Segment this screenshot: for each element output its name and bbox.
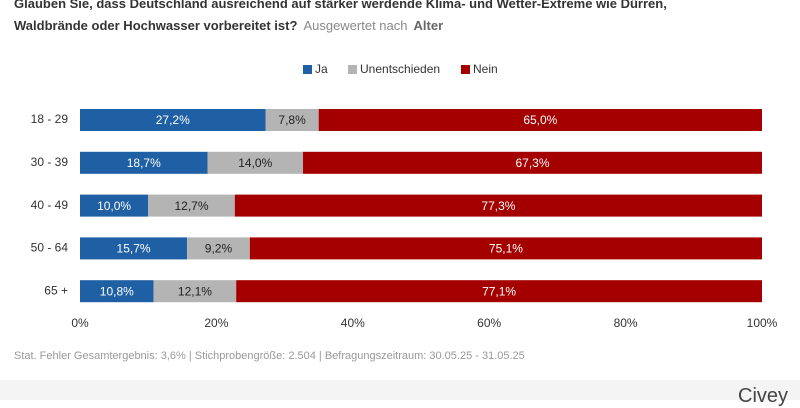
value-label: 9,2%	[205, 242, 233, 256]
brand-logo[interactable]: Civey	[738, 385, 789, 407]
legend-label: Nein	[473, 62, 498, 76]
x-tick-label: 100%	[747, 316, 778, 330]
value-label: 12,1%	[178, 284, 212, 298]
value-label: 10,0%	[97, 199, 131, 213]
value-label: 77,3%	[481, 199, 515, 213]
bar-segment	[236, 280, 763, 303]
bar-segment	[153, 280, 237, 303]
legend-swatch	[348, 65, 357, 74]
bar-segment	[234, 194, 763, 217]
value-label: 7,8%	[278, 113, 306, 127]
value-label: 10,8%	[100, 284, 134, 298]
footnote: Stat. Fehler Gesamtergebnis: 3,6% | Stic…	[14, 350, 525, 362]
chart: Ja Unentschieden Nein 0% 20% 40% 60% 80% 100% 18 …	[31, 62, 778, 330]
y-tick-label: 18 - 29	[31, 112, 69, 126]
filter-value[interactable]: Alter	[413, 18, 444, 33]
bar-segment	[318, 109, 762, 131]
value-label: 18,7%	[127, 156, 161, 170]
bar-segment	[80, 109, 266, 131]
legend-label: Ja	[315, 62, 328, 76]
value-label: 77,1%	[482, 284, 516, 298]
y-tick-label: 30 - 39	[31, 155, 69, 169]
bar-segment	[148, 194, 235, 217]
y-tick-label: 65 +	[44, 283, 68, 297]
x-tick-label: 0%	[71, 316, 89, 330]
value-label: 14,0%	[238, 156, 272, 170]
x-tick-label: 60%	[477, 316, 501, 330]
bar-segment	[187, 237, 250, 260]
bar-segment	[249, 237, 762, 260]
filter-label: Ausgewertet nach	[303, 18, 408, 33]
bar-segment	[80, 151, 208, 174]
legend-label: Unentschieden	[360, 62, 440, 76]
x-tick-label: 80%	[614, 316, 638, 330]
x-tick-label: 20%	[204, 316, 228, 330]
value-label: 15,7%	[117, 242, 151, 256]
y-tick-label: 50 - 64	[31, 241, 69, 255]
bar-segment	[80, 194, 149, 217]
footer-strip	[0, 380, 800, 400]
x-tick-label: 40%	[341, 316, 365, 330]
header: Glauben Sie, dass Deutschland ausreichen…	[14, 0, 734, 37]
value-label: 27,2%	[156, 113, 190, 127]
legend-swatch	[303, 65, 312, 74]
chart-title: Glauben Sie, dass Deutschland ausreichen…	[14, 0, 667, 33]
bar-segment	[265, 109, 319, 131]
value-label: 65,0%	[523, 113, 557, 127]
legend-swatch	[461, 65, 470, 74]
bar-segment	[303, 151, 762, 174]
bar-segment	[80, 280, 154, 303]
bar-segment	[207, 151, 304, 174]
value-label: 12,7%	[174, 199, 208, 213]
y-tick-label: 40 - 49	[31, 198, 69, 212]
value-label: 67,3%	[515, 156, 549, 170]
value-label: 75,1%	[489, 242, 523, 256]
bar-segment	[80, 237, 188, 260]
